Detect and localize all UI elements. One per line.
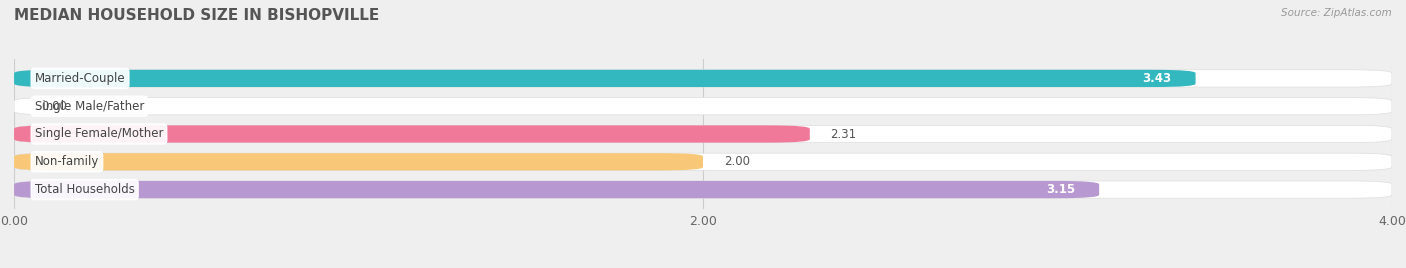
FancyBboxPatch shape: [14, 125, 1392, 143]
Text: Total Households: Total Households: [35, 183, 135, 196]
Text: 2.31: 2.31: [831, 128, 856, 140]
Text: 3.43: 3.43: [1142, 72, 1171, 85]
FancyBboxPatch shape: [14, 181, 1099, 198]
Text: 0.00: 0.00: [42, 100, 67, 113]
Text: 3.15: 3.15: [1046, 183, 1076, 196]
Text: MEDIAN HOUSEHOLD SIZE IN BISHOPVILLE: MEDIAN HOUSEHOLD SIZE IN BISHOPVILLE: [14, 8, 380, 23]
FancyBboxPatch shape: [14, 70, 1392, 87]
Text: Single Female/Mother: Single Female/Mother: [35, 128, 163, 140]
Text: Single Male/Father: Single Male/Father: [35, 100, 143, 113]
FancyBboxPatch shape: [14, 70, 1195, 87]
Text: Non-family: Non-family: [35, 155, 98, 168]
Text: 2.00: 2.00: [724, 155, 749, 168]
Text: Source: ZipAtlas.com: Source: ZipAtlas.com: [1281, 8, 1392, 18]
FancyBboxPatch shape: [14, 153, 703, 170]
FancyBboxPatch shape: [14, 98, 1392, 115]
FancyBboxPatch shape: [14, 153, 1392, 170]
Text: Married-Couple: Married-Couple: [35, 72, 125, 85]
FancyBboxPatch shape: [14, 125, 810, 143]
FancyBboxPatch shape: [14, 181, 1392, 198]
